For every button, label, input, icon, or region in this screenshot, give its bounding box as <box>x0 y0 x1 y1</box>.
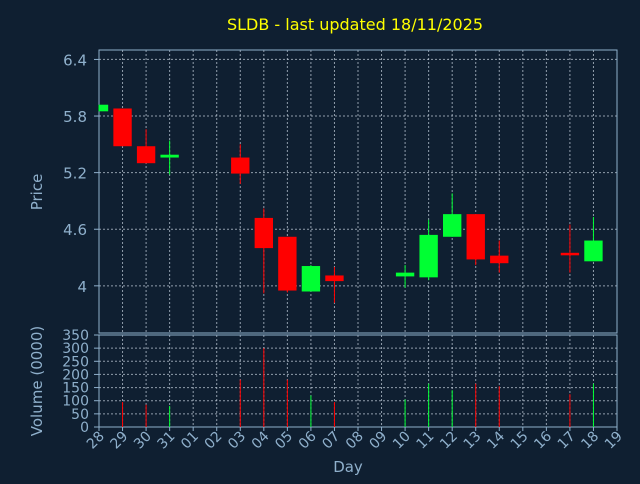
volume-tick-label: 300 <box>62 341 89 357</box>
candle-body <box>325 275 344 282</box>
price-tick-label: 5.8 <box>63 108 87 126</box>
price-tick-label: 5.2 <box>63 165 87 183</box>
price-axis-label: Price <box>28 174 46 211</box>
x-axis-label: Day <box>333 458 363 476</box>
candle-body <box>560 252 580 256</box>
candle-body <box>466 214 485 260</box>
candles <box>98 104 603 303</box>
candle-body <box>442 214 462 237</box>
volume-tick-label: 350 <box>62 328 89 344</box>
candle-body <box>160 154 179 158</box>
volume-axis-label: Volume (0000) <box>28 326 46 436</box>
volume-tick-label: 50 <box>71 407 89 423</box>
candle-body <box>301 266 321 292</box>
candle-body <box>231 157 250 174</box>
candle-body <box>490 255 509 264</box>
candle-body <box>395 272 415 277</box>
price-y-ticks: 4 4.6 5.2 5.8 6.4 <box>63 51 99 296</box>
price-tick-label: 4 <box>77 278 87 296</box>
candle-body <box>419 234 438 278</box>
candle-body <box>113 108 132 147</box>
candle-body <box>278 236 297 291</box>
candle-body <box>254 217 274 249</box>
price-tick-label: 6.4 <box>63 51 87 69</box>
x-ticks: 28 29 30 31 01 02 03 04 05 06 07 08 09 10 11 12 13 14 15 16… <box>84 427 626 452</box>
candle-body <box>584 240 603 262</box>
volume-tick-label: 200 <box>62 367 89 383</box>
volume-tick-label: 150 <box>62 381 89 397</box>
volume-bars <box>122 348 594 427</box>
price-panel-frame <box>98 49 618 334</box>
price-grid <box>99 50 617 333</box>
candle-body <box>99 104 109 112</box>
volume-tick-label: 250 <box>62 354 89 370</box>
chart-title: SLDB - last updated 18/11/2025 <box>227 15 483 34</box>
price-tick-label: 4.6 <box>63 221 87 239</box>
volume-tick-label: 0 <box>80 420 89 436</box>
candle-body <box>136 146 156 164</box>
volume-tick-label: 100 <box>62 394 89 410</box>
